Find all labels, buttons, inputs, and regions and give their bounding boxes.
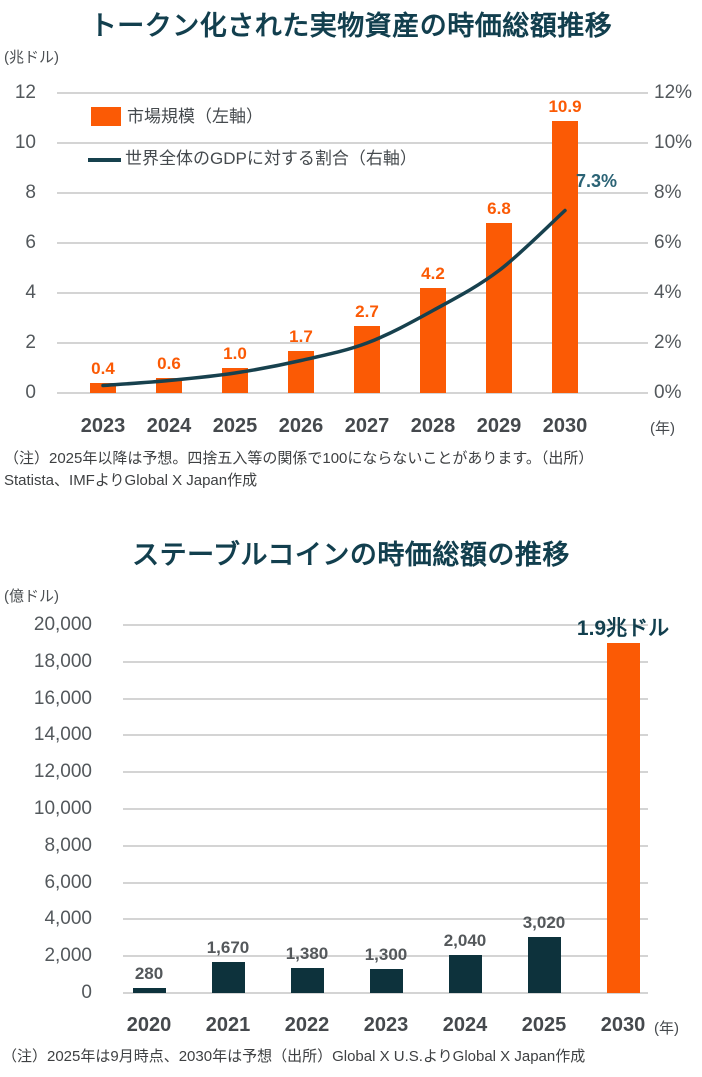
legend-market-size-label: 市場規模（左軸） — [127, 107, 263, 126]
gridline — [123, 992, 648, 994]
chart-rwa-note-line1: （注）2025年以降は予想。四捨五入等の関係で100にならないことがあります。（… — [4, 450, 594, 467]
bar-2023 — [90, 383, 116, 393]
x-axis-label-2021: 2021 — [205, 1014, 251, 1036]
bar-2027 — [354, 325, 380, 393]
y-axis-tick-left: 6,000 — [44, 871, 92, 893]
y-axis-tick-right: 12% — [654, 82, 693, 103]
bar-2029 — [486, 223, 512, 393]
bar-2025 — [527, 937, 561, 993]
x-axis-label-2025: 2025 — [212, 415, 258, 437]
chart-rwa-unit-label: (兆ドル) — [4, 49, 59, 66]
bar-2028 — [420, 288, 446, 393]
gridline — [57, 192, 648, 194]
gdp-share-end-value-label: 7.3% — [576, 171, 618, 191]
chart-stablecoin-year-suffix: (年) — [654, 1020, 679, 1037]
x-axis-label-2020: 2020 — [126, 1014, 172, 1036]
bar-value-label-2024: 2,040 — [443, 931, 487, 951]
gridline — [123, 734, 648, 737]
bar-value-label-2023: 1,300 — [364, 945, 408, 965]
y-axis-tick-right: 8% — [654, 182, 682, 203]
bar-value-label-2030: 10.9 — [548, 96, 582, 116]
y-axis-tick-right: 0% — [654, 382, 682, 403]
bar-2020 — [132, 987, 166, 993]
y-axis-tick-right: 2% — [654, 332, 682, 353]
y-axis-tick-right: 10% — [654, 132, 693, 153]
chart-rwa-year-suffix: (年) — [650, 420, 675, 437]
y-axis-tick-left: 12,000 — [33, 761, 92, 783]
bar-2022 — [290, 967, 324, 993]
y-axis-tick-left: 4,000 — [44, 908, 92, 930]
y-axis-tick-left: 0 — [25, 382, 36, 403]
x-axis-label-2029: 2029 — [476, 415, 522, 437]
gridline — [57, 392, 648, 394]
y-axis-tick-left: 8,000 — [44, 834, 92, 856]
y-axis-tick-left: 4 — [25, 282, 36, 303]
y-axis-tick-left: 16,000 — [33, 687, 92, 709]
y-axis-tick-right: 6% — [654, 232, 682, 253]
legend-market-size-swatch — [91, 107, 121, 126]
bar-value-label-2027: 2.7 — [355, 301, 379, 321]
y-axis-tick-left: 20,000 — [33, 614, 92, 635]
bar-value-label-2029: 6.8 — [487, 199, 511, 218]
y-axis-tick-left: 18,000 — [33, 650, 92, 672]
bar-2024 — [448, 955, 482, 993]
y-axis-tick-right: 4% — [654, 282, 682, 303]
x-axis-label-2027: 2027 — [344, 415, 390, 437]
gridline — [57, 92, 648, 94]
gridline — [57, 142, 648, 144]
x-axis-label-2026: 2026 — [278, 415, 324, 437]
bar-value-label-2026: 1.7 — [289, 326, 313, 346]
gridline — [123, 881, 648, 884]
chart-stablecoin-title: ステーブルコインの時価総額の推移 — [132, 540, 570, 570]
x-axis-label-2030: 2030 — [600, 1014, 646, 1036]
gridline — [123, 624, 648, 626]
legend-gdp-share-label: 世界全体のGDPに対する割合（右軸） — [125, 149, 417, 168]
stablecoin-2030-annotation: 1.9兆ドル — [576, 617, 670, 640]
x-axis-label-2025: 2025 — [521, 1014, 567, 1036]
x-axis-label-2022: 2022 — [284, 1014, 330, 1036]
bar-2021 — [211, 962, 245, 993]
x-axis-label-2030: 2030 — [542, 415, 588, 437]
bar-value-label-2021: 1,670 — [206, 938, 250, 958]
x-axis-label-2028: 2028 — [410, 415, 456, 437]
gridline — [123, 697, 648, 700]
gridline — [123, 771, 648, 774]
bar-value-label-2022: 1,380 — [285, 943, 329, 963]
bar-value-label-2025: 1.0 — [223, 344, 247, 363]
x-axis-label-2023: 2023 — [80, 415, 126, 437]
gridline — [123, 660, 648, 663]
gridline — [123, 955, 648, 958]
chart-stablecoin-unit-label: (億ドル) — [4, 588, 59, 605]
x-axis-label-2024: 2024 — [442, 1014, 488, 1036]
bar-value-label-2028: 4.2 — [421, 264, 445, 283]
bar-2024 — [156, 378, 182, 393]
chart-rwa-title: トークン化された実物資産の時価総額推移 — [89, 11, 613, 41]
x-axis-label-2023: 2023 — [363, 1014, 409, 1036]
chart-rwa-note-line2: Statista、IMFよりGlobal X Japan作成 — [4, 472, 258, 489]
y-axis-tick-left: 10 — [14, 132, 36, 153]
legend-gdp-share-swatch — [88, 158, 121, 162]
y-axis-tick-left: 14,000 — [33, 724, 92, 746]
bar-value-label-2020: 280 — [134, 963, 164, 983]
gridline — [123, 844, 648, 847]
x-axis-label-2024: 2024 — [146, 415, 192, 437]
gridline — [123, 918, 648, 921]
chart-rwa-note: （注）2025年以降は予想。四捨五入等の関係で100にならないことがあります。（… — [4, 448, 593, 492]
bar-2025 — [222, 368, 248, 393]
y-axis-tick-left: 8 — [25, 182, 36, 203]
bar-2026 — [288, 350, 314, 393]
gridline — [123, 808, 648, 810]
y-axis-tick-left: 2 — [25, 332, 36, 353]
y-axis-tick-left: 6 — [25, 232, 36, 253]
y-axis-tick-left: 12 — [14, 82, 36, 103]
chart-stablecoin-note: （注）2025年は9月時点、2030年は予想（出所）Global X U.S.よ… — [2, 1048, 586, 1065]
y-axis-tick-left: 10,000 — [33, 798, 92, 819]
bar-2030 — [606, 643, 640, 993]
y-axis-tick-left: 0 — [81, 982, 92, 1003]
bar-2030 — [552, 120, 578, 393]
bar-2023 — [369, 969, 403, 993]
bar-value-label-2025: 3,020 — [522, 913, 566, 933]
y-axis-tick-left: 2,000 — [44, 945, 92, 967]
